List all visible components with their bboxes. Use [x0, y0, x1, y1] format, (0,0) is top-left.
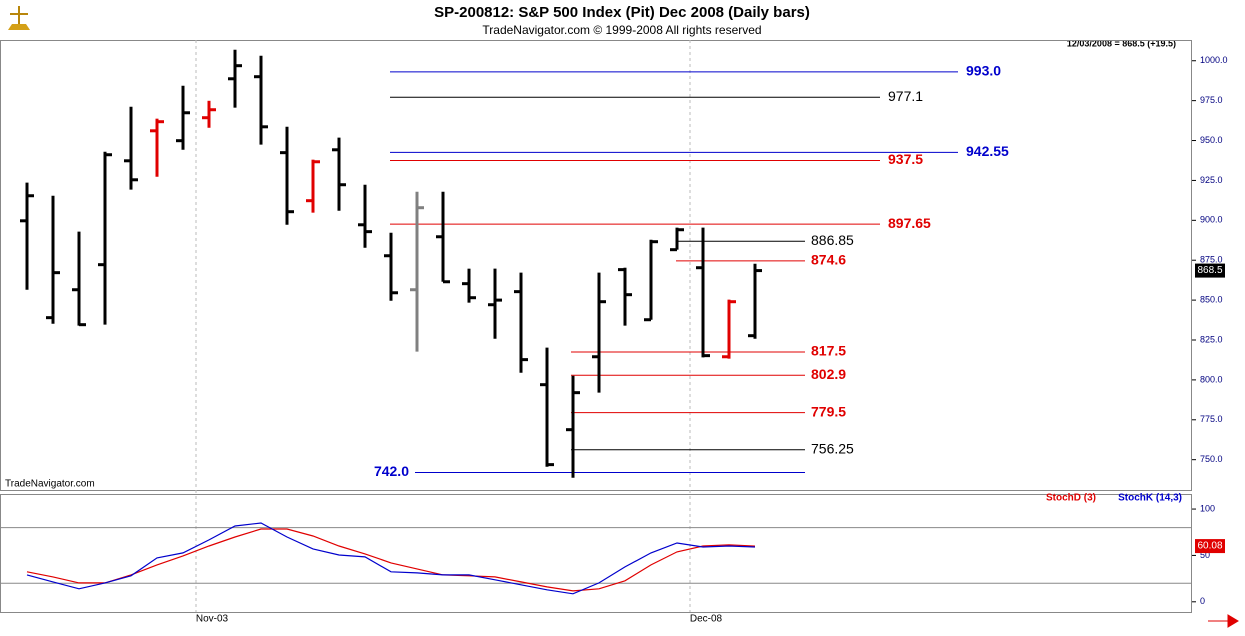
y-tick-label: 975.0 — [1200, 95, 1223, 105]
y-tick-label: 50 — [1200, 550, 1210, 560]
last-value-box — [1195, 539, 1225, 554]
level-label: 977.1 — [888, 88, 923, 104]
level-label: 993.0 — [966, 63, 1001, 79]
y-tick-label: 950.0 — [1200, 135, 1223, 145]
y-tick-label: 750.0 — [1200, 454, 1223, 464]
y-tick-label: 825.0 — [1200, 334, 1223, 344]
y-tick-label: 0 — [1200, 596, 1205, 606]
level-label: 802.9 — [811, 366, 846, 382]
last-value-label: 868.5 — [1197, 265, 1222, 276]
level-label: 886.85 — [811, 232, 854, 248]
y-tick-label: 925.0 — [1200, 175, 1223, 185]
y-tick-label: 850.0 — [1200, 294, 1223, 304]
status-text: 12/03/2008 = 868.5 (+19.5) — [1067, 38, 1176, 48]
level-label: 742.0 — [374, 463, 409, 479]
watermark: TradeNavigator.com — [5, 479, 95, 490]
level-label: 874.6 — [811, 252, 846, 268]
level-label: 817.5 — [811, 343, 846, 359]
level-label: 779.5 — [811, 403, 846, 419]
stoch-line — [26, 528, 756, 592]
stoch-line — [26, 522, 756, 595]
last-value-label: 60.08 — [1197, 541, 1222, 552]
main-panel — [0, 40, 1192, 491]
y-tick-label: 875.0 — [1200, 255, 1223, 265]
chart-subtitle: TradeNavigator.com © 1999-2008 All right… — [482, 23, 761, 37]
x-tick-label: Nov-03 — [196, 614, 229, 625]
y-tick-label: 900.0 — [1200, 215, 1223, 225]
chart-title: SP-200812: S&P 500 Index (Pit) Dec 2008 … — [434, 4, 810, 21]
scroll-arrow[interactable] — [1208, 614, 1239, 628]
level-label: 942.55 — [966, 143, 1009, 159]
level-label: 937.5 — [888, 151, 923, 167]
logo — [8, 6, 30, 30]
y-tick-label: 100 — [1200, 503, 1215, 513]
stoch-panel — [0, 494, 1192, 613]
y-tick-label: 800.0 — [1200, 374, 1223, 384]
y-tick-label: 775.0 — [1200, 414, 1223, 424]
legend-entry: StochK (14,3) — [1118, 493, 1182, 504]
y-tick-label: 1000.0 — [1200, 55, 1228, 65]
level-label: 756.25 — [811, 440, 854, 456]
x-tick-label: Dec-08 — [690, 614, 723, 625]
legend-entry: StochD (3) — [1046, 493, 1096, 504]
level-label: 897.65 — [888, 215, 931, 231]
last-value-box — [1195, 263, 1225, 278]
